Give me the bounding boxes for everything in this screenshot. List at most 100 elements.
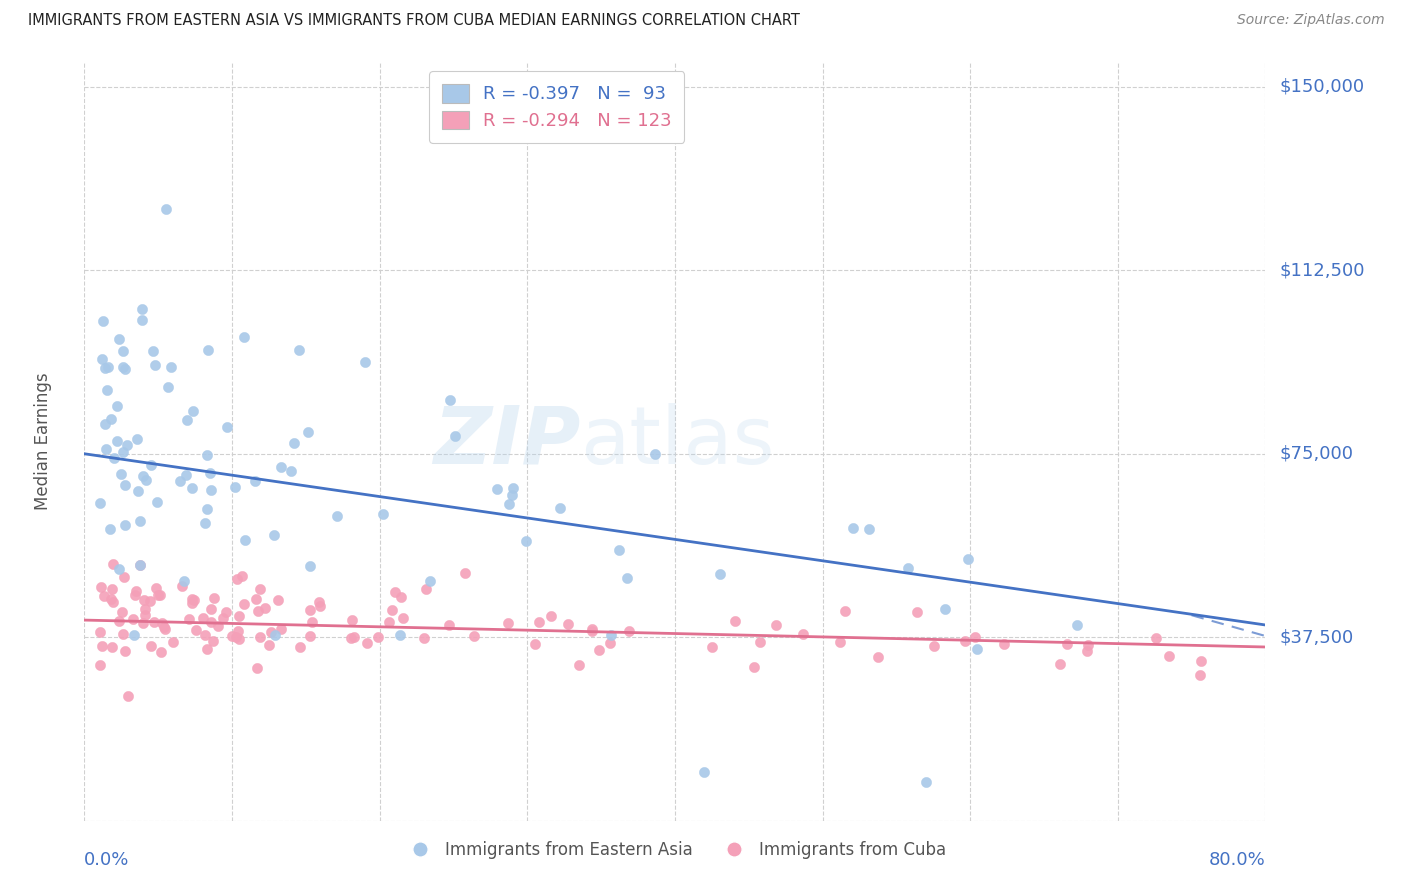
Point [858,522,880,536]
Point [356,636,378,650]
Point [301,615,323,629]
Point [568,658,591,673]
Point [96,442,118,457]
Point [700,640,723,654]
Point [93,417,115,432]
Point [515,533,537,548]
Text: $112,500: $112,500 [1279,261,1365,279]
Point [224,479,246,493]
Point [186,624,208,638]
Point [200,615,222,630]
Point [463,629,485,643]
Point [103,557,125,571]
Point [114,362,136,376]
Point [232,597,254,611]
Point [141,640,163,654]
Point [101,582,124,596]
Point [243,475,266,489]
Point [897,561,920,575]
Text: $150,000: $150,000 [1279,78,1364,96]
Point [270,459,292,474]
Point [212,611,235,625]
Point [90,352,112,367]
Point [498,497,520,511]
Point [89,658,111,673]
Point [200,483,222,497]
Point [132,593,155,607]
Point [866,649,889,664]
Point [389,590,412,604]
Text: Median Earnings: Median Earnings [34,373,52,510]
Point [934,602,956,616]
Point [101,594,124,608]
Point [146,495,169,509]
Point [100,592,122,607]
Point [181,404,204,418]
Point [298,603,321,617]
Point [141,458,163,473]
Point [217,420,239,434]
Point [145,581,167,595]
Point [486,482,509,496]
Point [581,624,603,638]
Point [557,617,579,632]
Point [202,634,225,648]
Point [228,632,250,646]
Point [253,600,276,615]
Point [89,496,111,510]
Point [103,450,125,465]
Point [259,638,281,652]
Text: $75,000: $75,000 [1279,445,1354,463]
Point [150,615,173,630]
Point [299,629,322,643]
Point [529,615,551,630]
Point [765,618,787,632]
Point [709,567,731,582]
Point [228,609,250,624]
Point [202,591,225,606]
Point [124,588,146,602]
Point [308,594,330,608]
Point [502,482,524,496]
Point [132,468,155,483]
Point [108,332,131,346]
Point [183,592,205,607]
Point [1144,632,1167,646]
Point [127,483,149,498]
Point [112,570,135,584]
Point [117,689,139,703]
Point [439,393,461,408]
Point [922,639,945,653]
Point [607,543,630,558]
Point [148,588,170,602]
Point [191,611,214,625]
Point [233,330,256,344]
Point [496,616,519,631]
Point [149,588,172,602]
Point [308,599,330,613]
Point [1049,657,1071,671]
Point [354,354,377,368]
Point [194,627,217,641]
Point [724,614,747,628]
Point [114,517,136,532]
Point [129,558,152,573]
Point [616,571,638,585]
Point [905,605,928,619]
Point [249,630,271,644]
Point [180,481,202,495]
Point [181,592,204,607]
Point [993,637,1015,651]
Point [131,302,153,317]
Point [915,774,938,789]
Point [550,501,572,516]
Point [378,615,401,629]
Point [142,615,165,629]
Point [111,605,134,619]
Point [135,473,157,487]
Point [174,467,197,482]
Point [228,624,250,638]
Point [260,624,283,639]
Point [108,614,131,628]
Text: IMMIGRANTS FROM EASTERN ASIA VS IMMIGRANTS FROM CUBA MEDIAN EARNINGS CORRELATION: IMMIGRANTS FROM EASTERN ASIA VS IMMIGRAN… [28,13,800,29]
